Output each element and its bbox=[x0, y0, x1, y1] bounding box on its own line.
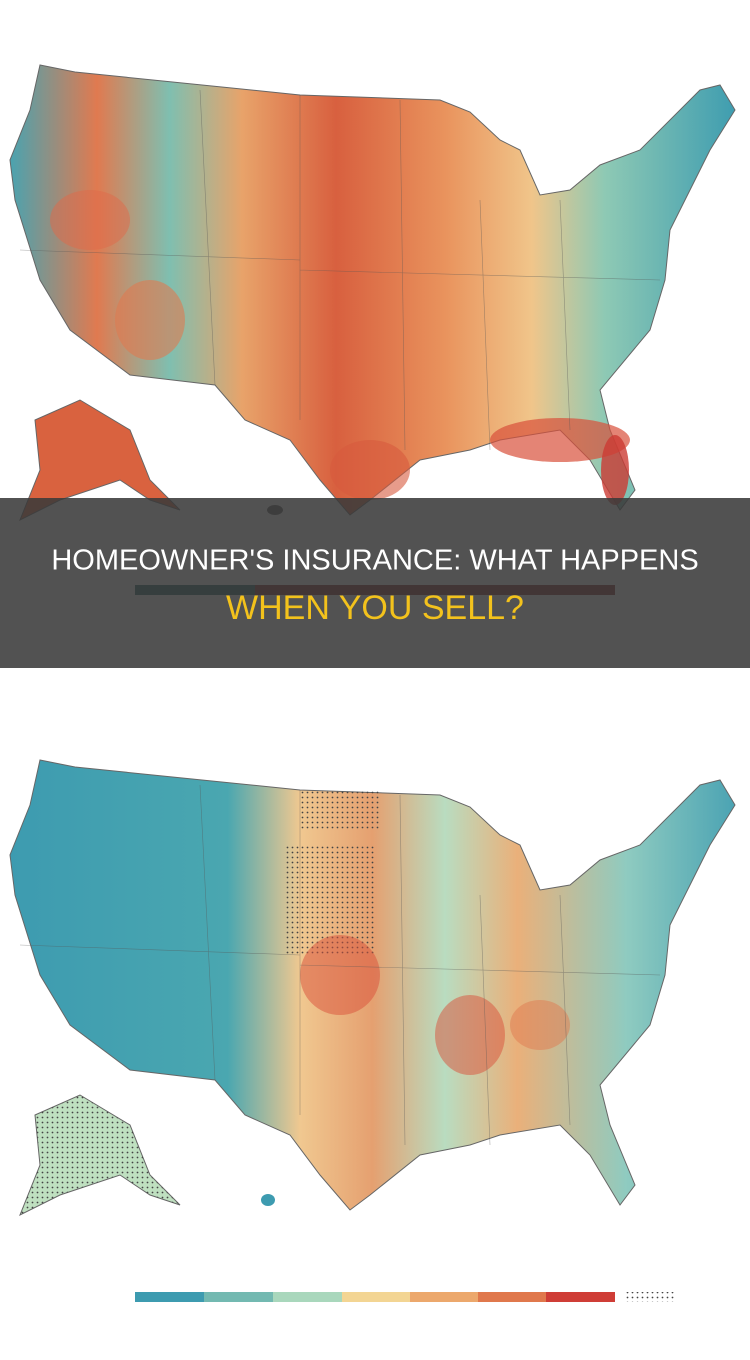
top-map bbox=[9, 64, 736, 521]
title-line-1: HOMEOWNER'S INSURANCE: WHAT HAPPENS bbox=[51, 545, 698, 577]
title-line-2: WHEN YOU SELL? bbox=[226, 589, 524, 627]
bottom-map bbox=[9, 759, 736, 1216]
bottom-legend bbox=[135, 1292, 674, 1302]
title-banner bbox=[0, 498, 750, 668]
